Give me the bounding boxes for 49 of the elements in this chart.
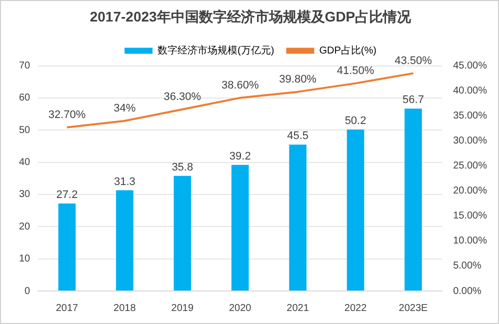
y-tick-label: 30 (19, 189, 31, 200)
bar (289, 144, 306, 290)
legend-label: GDP占比(%) (319, 44, 376, 57)
data-label: 50.2 (344, 115, 366, 128)
y2-tick-label: 30.00% (453, 136, 488, 147)
x-tick-label: 2021 (286, 302, 310, 314)
data-label: 56.7 (402, 94, 424, 106)
x-tick-label: 2019 (171, 302, 194, 314)
x-tick-label: 2020 (228, 302, 252, 314)
data-label: 39.80% (279, 73, 317, 86)
data-label: 45.5 (287, 130, 309, 142)
data-label: 41.50% (336, 64, 374, 77)
y2-tick-label: 0.00% (453, 286, 482, 297)
y2-tick-label: 10.00% (453, 236, 488, 247)
bar (174, 176, 192, 290)
bar (231, 164, 249, 290)
y-tick-label: 10 (19, 254, 31, 265)
y-tick-label: 0 (24, 286, 31, 297)
y2-tick-label: 15.00% (453, 210, 488, 222)
data-label: 35.8 (172, 161, 194, 174)
y-tick-label: 60 (19, 92, 31, 104)
bar (116, 190, 134, 290)
data-label: 43.50% (394, 54, 432, 67)
x-tick-label: 2018 (114, 302, 136, 314)
bar (346, 130, 364, 290)
data-label: 34% (114, 102, 136, 114)
data-label: 27.2 (56, 189, 78, 202)
y2-tick-label: 20.00% (453, 186, 488, 197)
y2-tick-label: 35.00% (453, 110, 488, 122)
y-tick-label: 70 (19, 60, 31, 72)
y-tick-label: 50 (19, 124, 31, 136)
data-label: 39.2 (229, 150, 251, 162)
data-label: 36.30% (164, 90, 202, 103)
x-tick-label: 2023E (398, 302, 428, 314)
y2-tick-label: 45.00% (453, 60, 488, 72)
y2-tick-label: 5.00% (453, 260, 482, 272)
bar (404, 108, 422, 290)
data-label: 32.70% (48, 108, 86, 121)
data-label: 31.3 (114, 176, 136, 188)
legend-label: 数字经济市场规模(万亿元) (158, 44, 274, 57)
data-label: 38.60% (221, 79, 259, 92)
y-tick-label: 40 (19, 157, 31, 168)
y2-tick-label: 40.00% (453, 86, 488, 97)
chart-title: 2017-2023年中国数字经济市场规模及GDP占比情况 (90, 8, 412, 24)
y2-tick-label: 25.00% (453, 160, 488, 172)
y-tick-label: 20 (19, 221, 31, 232)
x-tick-label: 2022 (344, 302, 368, 314)
bar (58, 203, 76, 290)
x-tick-label: 2017 (56, 302, 79, 314)
